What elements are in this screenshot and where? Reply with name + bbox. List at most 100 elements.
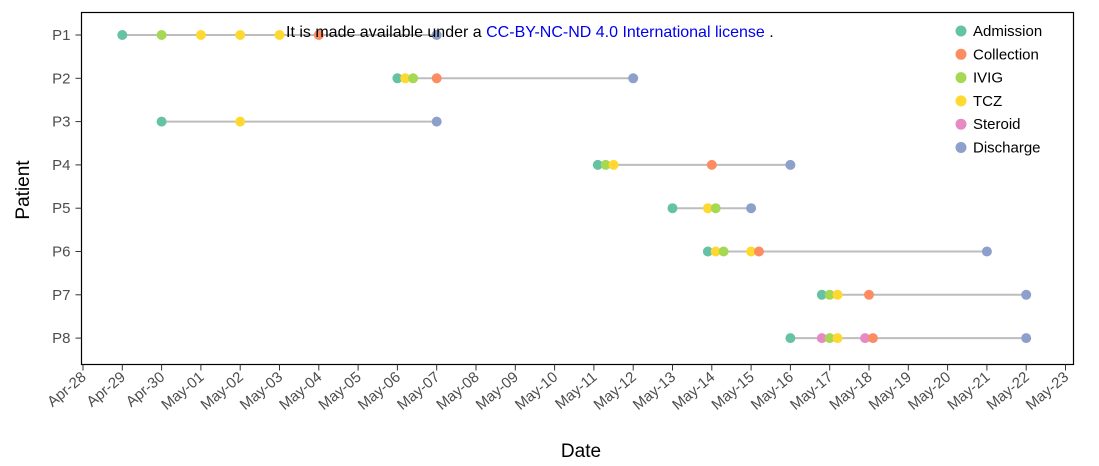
x-tick-label: May-21 <box>944 369 993 414</box>
event-point-ivig <box>156 30 167 40</box>
y-tick-label: P5 <box>52 200 70 217</box>
y-axis-title: Patient <box>13 160 34 220</box>
x-tick-label: May-22 <box>984 369 1033 414</box>
event-point-steroid <box>860 333 871 344</box>
event-point-discharge <box>628 73 639 84</box>
event-point-admission <box>592 159 603 170</box>
event-point-admission <box>702 246 713 257</box>
event-point-tcz <box>235 30 246 40</box>
y-tick-label: P8 <box>52 330 70 347</box>
event-point-admission <box>816 289 827 300</box>
x-tick-label: May-20 <box>905 369 954 414</box>
x-tick-label: May-23 <box>1023 369 1072 414</box>
x-tick-label: Apr-29 <box>83 369 128 411</box>
event-point-tcz <box>710 246 721 257</box>
x-axis-title: Date <box>561 441 601 462</box>
x-tick-label: Apr-28 <box>44 369 89 411</box>
y-tick-label: P1 <box>52 27 70 44</box>
event-point-collection <box>431 73 442 84</box>
x-tick-label: May-07 <box>394 369 443 414</box>
legend-swatch-admission <box>955 25 967 37</box>
event-point-ivig <box>408 73 419 84</box>
x-tick-label: May-01 <box>158 369 207 414</box>
event-point-discharge <box>431 30 442 40</box>
y-axis: P1 P2 P3 P4 P5 P6 P7 P8 <box>52 27 82 347</box>
event-point-tcz <box>274 30 285 40</box>
plot-panel <box>80 11 1075 366</box>
legend-swatch-collection <box>955 48 967 60</box>
event-point-tcz <box>400 73 411 84</box>
license-notice-suffix: . <box>765 24 774 41</box>
event-point-steroid <box>816 333 827 344</box>
event-point-tcz <box>235 116 246 127</box>
y-tick-label: P7 <box>52 287 70 304</box>
y-tick-label: P2 <box>52 70 70 87</box>
event-point-tcz <box>608 159 619 170</box>
x-tick-label: May-10 <box>512 369 561 414</box>
legend-label-ivig: IVIG <box>973 70 1003 87</box>
x-tick-label: May-11 <box>552 369 600 413</box>
event-point-admission <box>156 116 167 127</box>
event-point-discharge <box>1021 289 1032 300</box>
x-tick-label: May-05 <box>315 369 364 414</box>
x-tick-label: May-12 <box>591 369 640 414</box>
x-tick-label: May-08 <box>433 369 482 414</box>
x-tick-label: May-06 <box>355 369 404 414</box>
legend-label-collection: Collection <box>973 46 1039 63</box>
event-point-ivig <box>710 203 721 214</box>
x-tick-label: May-02 <box>198 369 247 414</box>
event-point-discharge <box>1021 333 1032 344</box>
legend-label-admission: Admission <box>973 23 1042 40</box>
y-tick-label: P6 <box>52 244 70 261</box>
event-point-discharge <box>785 159 796 170</box>
y-tick-label: P3 <box>52 114 70 131</box>
event-point-collection <box>753 246 764 257</box>
event-point-ivig <box>718 246 729 257</box>
event-points <box>117 30 1032 344</box>
x-tick-label: May-19 <box>866 369 915 414</box>
legend-swatch-discharge <box>955 142 967 153</box>
event-point-tcz <box>746 246 757 257</box>
legend-swatch-ivig <box>955 72 967 84</box>
event-point-admission <box>667 203 678 214</box>
event-point-admission <box>392 73 403 84</box>
x-tick-label: May-14 <box>669 369 718 414</box>
x-axis: Apr-28Apr-29Apr-30May-01May-02May-03May-… <box>44 364 1072 414</box>
event-point-collection <box>313 30 324 40</box>
event-point-tcz <box>832 333 843 344</box>
x-tick-label: May-18 <box>826 369 875 414</box>
legend-swatch-steroid <box>955 118 967 130</box>
event-point-discharge <box>981 246 992 257</box>
legend-label-tcz: TCZ <box>973 93 1002 110</box>
x-tick-label: May-13 <box>630 369 679 414</box>
event-point-ivig <box>824 289 835 300</box>
x-tick-label: May-04 <box>276 369 325 414</box>
event-point-tcz <box>702 203 713 214</box>
event-point-discharge <box>746 203 757 214</box>
event-point-admission <box>785 333 796 344</box>
license-notice: It is made available under a CC-BY-NC-ND… <box>286 24 774 41</box>
legend-label-discharge: Discharge <box>973 140 1041 157</box>
x-tick-label: May-03 <box>237 369 286 414</box>
legend-label-steroid: Steroid <box>973 116 1021 133</box>
x-tick-label: May-09 <box>473 369 522 414</box>
license-notice-prefix: It is made available under a <box>286 24 486 41</box>
event-point-tcz <box>832 289 843 300</box>
x-tick-label: May-16 <box>748 369 797 414</box>
patient-span-lines <box>122 34 1027 340</box>
x-tick-label: May-17 <box>787 369 836 414</box>
event-point-tcz <box>195 30 206 40</box>
event-point-admission <box>117 30 128 40</box>
legend: Admission Collection IVIG TCZ Steroid Dischar… <box>955 23 1042 157</box>
x-tick-label: May-15 <box>708 369 757 414</box>
legend-swatch-tcz <box>955 95 967 107</box>
event-point-ivig <box>600 159 611 170</box>
event-point-collection <box>867 333 878 344</box>
license-link[interactable]: CC-BY-NC-ND 4.0 International license <box>486 24 765 41</box>
event-point-collection <box>706 159 717 170</box>
event-point-ivig <box>824 333 835 344</box>
y-tick-label: P4 <box>52 157 70 174</box>
event-point-collection <box>864 289 874 300</box>
event-point-discharge <box>431 116 442 127</box>
